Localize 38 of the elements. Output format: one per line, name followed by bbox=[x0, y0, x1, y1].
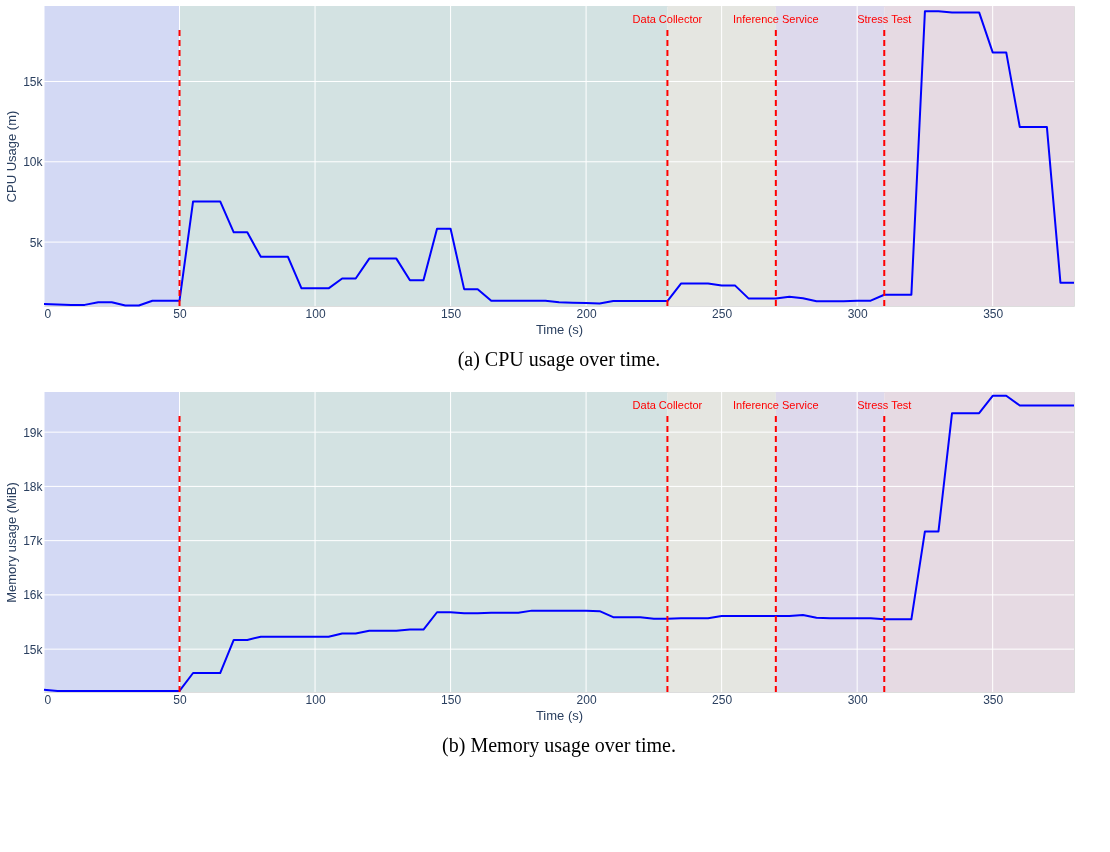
y-tick-label: 18k bbox=[23, 479, 44, 494]
y-tick-label: 16k bbox=[23, 588, 44, 603]
y-tick-label: 19k bbox=[23, 425, 44, 440]
x-axis-title: Time (s) bbox=[535, 321, 584, 337]
line-series bbox=[43, 10, 1075, 307]
x-tick-label: 0 bbox=[44, 692, 52, 707]
x-tick-label: 150 bbox=[441, 306, 462, 321]
x-tick-label: 300 bbox=[847, 692, 868, 707]
ref-line-label: Inference Service bbox=[733, 399, 819, 411]
x-tick-label: 100 bbox=[305, 306, 326, 321]
y-tick-label: 10k bbox=[23, 155, 44, 170]
ref-line-label: Inference Service bbox=[733, 13, 819, 25]
x-tick-label: 50 bbox=[173, 306, 188, 321]
x-tick-label: 350 bbox=[983, 306, 1004, 321]
ref-line-label: Data Collector bbox=[632, 13, 703, 25]
x-axis-title: Time (s) bbox=[535, 707, 584, 723]
y-tick-label: 15k bbox=[23, 74, 44, 89]
line-series bbox=[43, 394, 1075, 692]
x-tick-label: 100 bbox=[305, 692, 326, 707]
x-tick-label: 200 bbox=[576, 306, 597, 321]
y-tick-label: 15k bbox=[23, 642, 44, 657]
x-tick-label: 50 bbox=[173, 692, 188, 707]
text: (b) Memory usage over time. bbox=[442, 734, 676, 757]
y-axis-title: Memory usage (MiB) bbox=[4, 482, 20, 603]
text: (a) CPU usage over time. bbox=[457, 348, 661, 371]
x-tick-label: 300 bbox=[847, 306, 868, 321]
x-tick-label: 250 bbox=[712, 306, 733, 321]
ref-line-label: Stress Test bbox=[857, 399, 912, 411]
x-tick-label: 250 bbox=[712, 692, 733, 707]
y-tick-label: 17k bbox=[23, 534, 44, 549]
x-tick-label: 0 bbox=[44, 306, 52, 321]
ref-line-label: Stress Test bbox=[857, 13, 912, 25]
x-tick-label: 350 bbox=[983, 692, 1004, 707]
y-tick-label: 5k bbox=[29, 235, 44, 250]
x-tick-label: 150 bbox=[441, 692, 462, 707]
x-tick-label: 200 bbox=[576, 692, 597, 707]
ref-line-label: Data Collector bbox=[632, 399, 703, 411]
y-axis-title: CPU Usage (m) bbox=[4, 110, 20, 203]
